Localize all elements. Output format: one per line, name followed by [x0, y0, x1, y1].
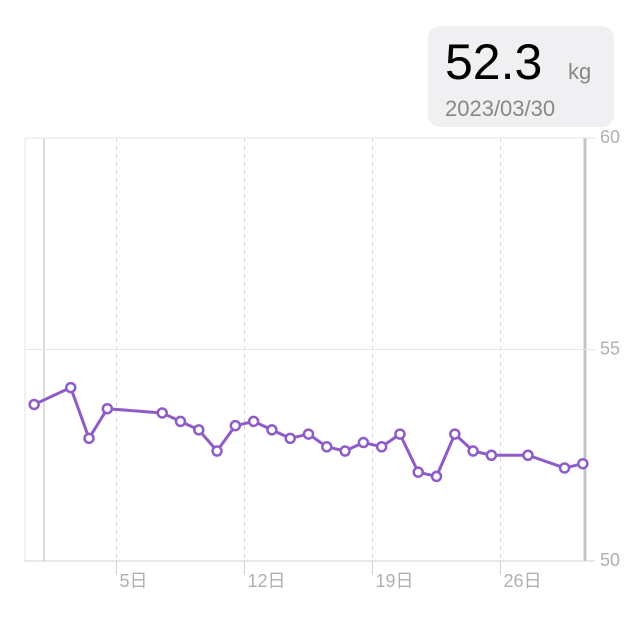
data-point: [174, 415, 187, 428]
x-tick-label: 19日: [376, 571, 414, 591]
data-point: [412, 466, 424, 478]
data-point: [83, 432, 95, 445]
data-point: [357, 436, 370, 449]
data-point: [577, 457, 589, 470]
tooltip-value: 52.3: [445, 34, 542, 90]
data-point: [449, 428, 461, 440]
data-point: [101, 402, 114, 415]
tooltip-box: [428, 26, 614, 127]
data-point: [28, 398, 40, 411]
data-point: [266, 424, 278, 436]
data-point: [64, 381, 77, 394]
data-point: [229, 419, 242, 432]
data-point: [558, 462, 571, 474]
x-tick-label: 26日: [504, 571, 542, 591]
data-point: [339, 445, 351, 457]
data-point: [430, 470, 443, 483]
data-point: [375, 441, 388, 453]
x-tick-label: 12日: [247, 571, 285, 591]
data-point: [467, 445, 479, 457]
data-point: [247, 415, 260, 428]
data-point: [156, 407, 168, 419]
data-point: [522, 449, 534, 461]
y-tick-label: 55: [600, 338, 620, 358]
tooltip-date: 2023/03/30: [445, 96, 555, 121]
y-tick-label: 50: [600, 550, 620, 570]
data-point: [394, 428, 406, 440]
data-point: [485, 449, 498, 461]
y-tick-label: 60: [600, 127, 620, 147]
data-point: [302, 428, 315, 440]
data-point: [193, 424, 205, 436]
data-point: [321, 441, 333, 453]
tooltip-unit: kg: [568, 59, 591, 84]
data-point: [284, 432, 296, 445]
x-tick-label: 5日: [119, 571, 147, 591]
data-point: [211, 445, 223, 457]
